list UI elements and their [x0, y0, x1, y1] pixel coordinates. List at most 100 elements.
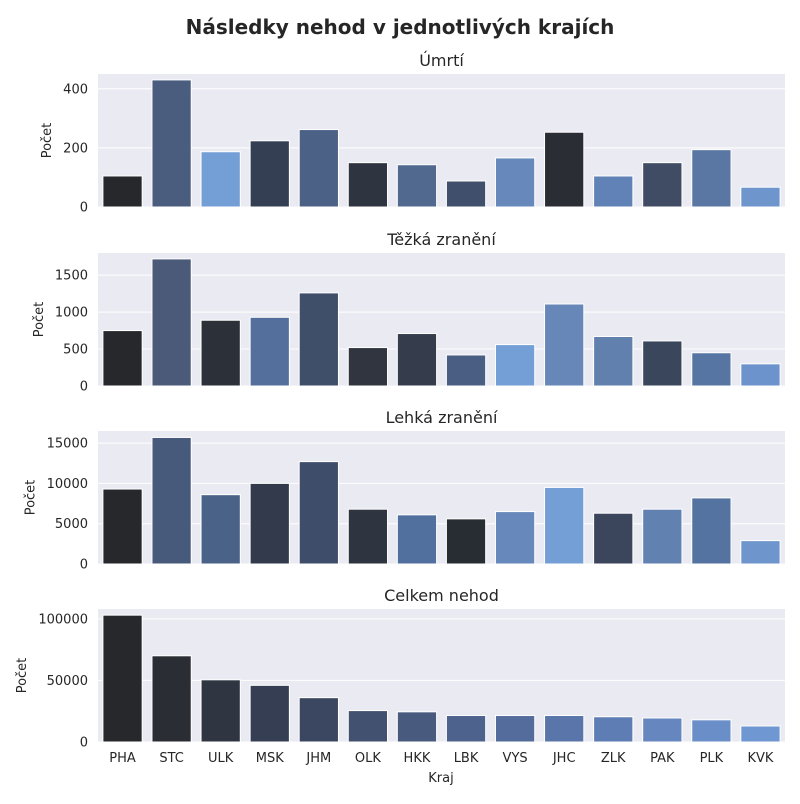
x-tick-label: ULK	[208, 751, 234, 766]
x-tick-label: STC	[159, 751, 184, 766]
y-tick-label: 0	[80, 201, 88, 216]
bar-plk	[691, 497, 732, 565]
bar-jhc	[544, 131, 585, 208]
bar-pha	[102, 488, 143, 565]
bar-ulk	[200, 151, 241, 208]
y-axis-label: Počet	[15, 658, 30, 694]
bar-vys	[494, 344, 536, 387]
panel-2: 0 500 1000 1500 Těžká zranění Počet	[32, 230, 785, 395]
x-tick-label: PHA	[109, 751, 136, 766]
bar-hkk	[396, 514, 438, 565]
y-axis-label: Počet	[40, 123, 55, 159]
bar-pha	[102, 330, 143, 387]
y-tick-label: 200	[63, 141, 88, 156]
x-tick-label: JHM	[305, 751, 331, 766]
x-tick-label: PAK	[650, 751, 675, 766]
panel-3: 0 5000 10000 15000 Lehká zranění Počet	[24, 408, 785, 573]
panel-title: Úmrtí	[419, 51, 464, 70]
panel-4: 0 50000 100000 Celkem nehod Počet	[15, 586, 785, 751]
bar-lbk	[445, 715, 487, 743]
x-tick-label: ZLK	[601, 751, 626, 766]
bar-vys	[494, 715, 536, 743]
bar-zlk	[593, 335, 634, 387]
bar-lbk	[445, 354, 487, 387]
y-axis-label: Počet	[32, 302, 47, 338]
bar-jhm	[298, 292, 339, 387]
bar-olk	[347, 347, 389, 387]
chart-title: Následky nehod v jednotlivých krajích	[186, 15, 615, 39]
y-tick-label: 500	[63, 343, 88, 358]
bar-hkk	[396, 711, 438, 743]
bar-jhc	[544, 715, 585, 743]
bar-pak	[642, 162, 683, 208]
bar-plk	[691, 352, 732, 387]
x-tick-label: JHC	[552, 751, 576, 766]
bar-zlk	[593, 512, 634, 565]
bar-msk	[249, 140, 290, 208]
y-tick-label: 1500	[55, 269, 88, 284]
bar-olk	[347, 162, 389, 208]
bar-hkk	[396, 333, 438, 387]
bar-plk	[691, 719, 732, 743]
panel-title: Těžká zranění	[386, 230, 496, 249]
bar-lbk	[445, 518, 487, 565]
bar-plk	[691, 149, 732, 208]
y-tick-label: 100000	[38, 612, 88, 627]
panel-1: 0 200 400 Úmrtí Počet	[40, 51, 785, 216]
panel-title: Celkem nehod	[384, 586, 499, 605]
bar-ulk	[200, 494, 241, 565]
bar-jhm	[298, 697, 339, 743]
bar-lbk	[445, 180, 487, 208]
bar-pak	[642, 717, 683, 743]
bar-hkk	[396, 164, 438, 208]
x-tick-label: MSK	[256, 751, 284, 766]
y-tick-label: 0	[80, 736, 88, 751]
bar-kvk	[740, 540, 781, 565]
y-tick-label: 15000	[47, 437, 88, 452]
bar-zlk	[593, 716, 634, 743]
x-tick-label: HKK	[404, 751, 431, 766]
panel-title: Lehká zranění	[386, 408, 498, 427]
chart-panels: 0 200 400 Úmrtí Počet 0 500 1000 1500 Těžká zraně…	[15, 51, 785, 766]
x-tick-label: VYS	[503, 751, 528, 766]
bar-kvk	[740, 363, 781, 387]
bar-ulk	[200, 679, 241, 743]
bar-olk	[347, 508, 389, 565]
y-tick-label: 5000	[55, 517, 88, 532]
y-tick-label: 400	[63, 82, 88, 97]
y-tick-label: 10000	[47, 477, 88, 492]
x-tick-label: LBK	[454, 751, 479, 766]
bar-jhm	[298, 461, 339, 565]
bar-pak	[642, 508, 683, 565]
bar-kvk	[740, 186, 781, 208]
bar-msk	[249, 684, 290, 743]
bar-ulk	[200, 319, 241, 387]
y-tick-label: 0	[80, 380, 88, 395]
bar-zlk	[593, 175, 634, 208]
y-tick-label: 0	[80, 558, 88, 573]
bar-jhm	[298, 129, 339, 208]
y-tick-label: 1000	[55, 306, 88, 321]
y-tick-label: 50000	[47, 674, 88, 689]
bar-olk	[347, 710, 389, 743]
bar-vys	[494, 157, 536, 208]
x-tick-label: OLK	[355, 751, 381, 766]
bar-msk	[249, 482, 290, 565]
bar-pak	[642, 340, 683, 387]
bar-jhc	[544, 486, 585, 565]
y-axis-label: Počet	[24, 480, 39, 516]
x-tick-label: KVK	[747, 751, 773, 766]
x-tick-label: PLK	[700, 751, 724, 766]
bar-jhc	[544, 303, 585, 387]
bar-pha	[102, 175, 143, 208]
bar-stc	[151, 79, 192, 208]
bar-pha	[102, 614, 143, 743]
bar-kvk	[740, 725, 781, 743]
bar-stc	[151, 436, 192, 565]
bar-msk	[249, 316, 290, 387]
x-axis-label: Kraj	[428, 771, 453, 786]
bar-vys	[494, 511, 536, 565]
bar-stc	[151, 258, 192, 387]
